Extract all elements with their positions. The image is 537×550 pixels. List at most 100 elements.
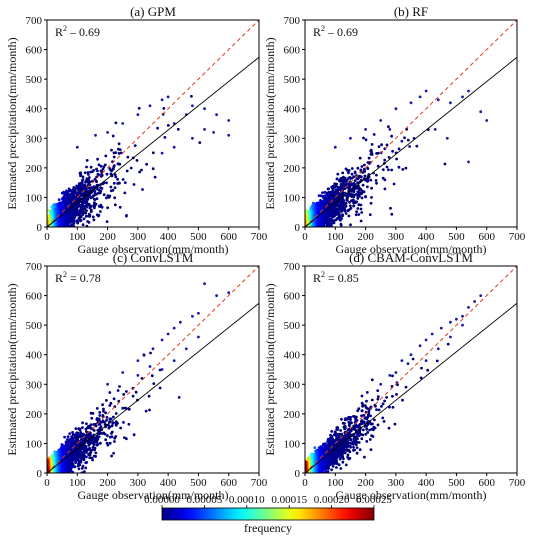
data-point xyxy=(305,209,309,213)
data-point xyxy=(116,182,119,185)
x-tick-label: 400 xyxy=(160,231,177,243)
data-point xyxy=(354,193,358,196)
y-tick-label: 700 xyxy=(284,15,301,27)
data-point xyxy=(389,206,392,210)
x-tick-label: 100 xyxy=(69,231,86,243)
data-point xyxy=(345,194,348,198)
data-point xyxy=(75,219,78,223)
y-tick-label: 200 xyxy=(26,163,43,175)
data-point xyxy=(84,214,88,218)
data-point xyxy=(99,210,102,213)
data-point xyxy=(147,394,151,398)
data-point xyxy=(354,213,358,217)
data-point xyxy=(344,212,348,215)
data-point xyxy=(319,199,322,202)
data-point xyxy=(102,193,106,197)
scatter-panel-2: 0 100 200 300 400 500 600 700010020030040050060… xyxy=(263,4,526,256)
data-point xyxy=(368,213,372,217)
data-point-outlier xyxy=(166,95,170,99)
data-point-outlier xyxy=(94,133,97,137)
data-point xyxy=(360,196,364,200)
data-point xyxy=(350,172,354,176)
data-point xyxy=(99,186,102,190)
data-point xyxy=(87,214,91,218)
data-point xyxy=(356,207,360,210)
data-point xyxy=(383,187,387,191)
data-point xyxy=(390,212,394,216)
data-point xyxy=(150,374,154,378)
data-point xyxy=(347,171,350,175)
data-point xyxy=(325,223,329,227)
data-point xyxy=(334,189,338,193)
data-point xyxy=(363,163,366,167)
data-point xyxy=(92,197,96,201)
data-point xyxy=(87,176,91,179)
x-tick-label: 300 xyxy=(130,231,147,243)
data-point xyxy=(133,144,137,148)
data-point xyxy=(335,177,339,181)
x-tick-label: 500 xyxy=(190,231,207,243)
data-point xyxy=(397,147,401,151)
data-point xyxy=(87,203,91,207)
plot-frame xyxy=(46,19,260,228)
data-point xyxy=(339,222,343,226)
data-point xyxy=(88,206,92,210)
data-point xyxy=(347,214,351,218)
data-point xyxy=(317,194,321,198)
data-point xyxy=(97,204,101,208)
data-point xyxy=(70,223,73,226)
data-point xyxy=(93,192,97,195)
data-point xyxy=(102,165,106,169)
data-point xyxy=(109,185,113,189)
data-point xyxy=(96,157,99,161)
panel-title: (a) GPM xyxy=(130,4,176,19)
data-point xyxy=(99,164,103,168)
y-tick-label: 300 xyxy=(26,133,43,145)
data-point-outlier xyxy=(333,145,337,149)
data-point xyxy=(112,397,116,401)
data-point xyxy=(95,213,99,217)
data-point xyxy=(357,203,361,207)
data-point xyxy=(176,127,180,131)
data-point xyxy=(108,441,112,445)
r2-annotation: R2 – 0.69 xyxy=(55,24,100,39)
data-point xyxy=(108,391,112,394)
data-point xyxy=(89,196,93,200)
data-point xyxy=(119,151,123,155)
data-point-outlier xyxy=(227,119,231,122)
data-point-outlier xyxy=(479,110,483,114)
y-tick-label: 200 xyxy=(284,163,301,175)
y-tick-label: 300 xyxy=(284,133,301,145)
data-point xyxy=(149,351,152,355)
data-point xyxy=(81,179,84,182)
data-point xyxy=(375,152,378,155)
data-point xyxy=(408,145,411,148)
data-point xyxy=(152,382,156,385)
x-tick-label: 0 xyxy=(302,231,308,243)
y-tick-label: 100 xyxy=(284,192,301,204)
data-point xyxy=(339,183,343,186)
data-point xyxy=(364,195,367,199)
data-point xyxy=(362,136,365,140)
data-point xyxy=(132,183,136,186)
data-point xyxy=(357,213,361,216)
data-point xyxy=(356,195,360,199)
data-point xyxy=(377,145,381,149)
data-point xyxy=(106,434,109,438)
data-point xyxy=(137,106,141,110)
data-point-outlier xyxy=(467,160,470,164)
data-point xyxy=(370,143,374,146)
data-point xyxy=(110,148,113,152)
data-point xyxy=(387,168,390,172)
data-point xyxy=(81,175,85,179)
y-axis-label: Estimated precipitation(mm/month) xyxy=(5,37,19,209)
y-tick-label: 400 xyxy=(284,104,301,116)
data-point xyxy=(372,133,376,136)
data-point xyxy=(134,390,138,394)
data-point xyxy=(47,209,51,212)
data-point-outlier xyxy=(449,101,452,105)
data-point xyxy=(369,152,373,156)
data-point xyxy=(106,206,109,210)
data-point xyxy=(406,138,410,142)
data-point xyxy=(78,219,82,223)
